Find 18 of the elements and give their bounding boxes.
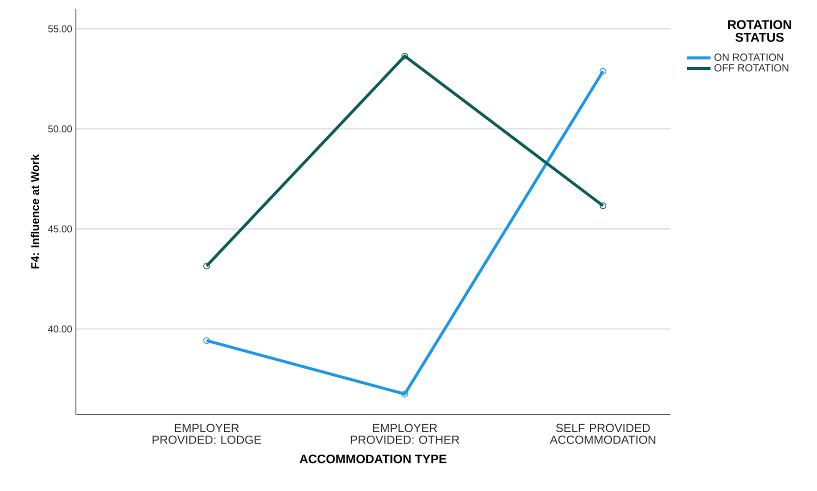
point [600, 68, 606, 75]
point [203, 262, 210, 270]
x-tick-label: EMPLOYER PROVIDED: LODGE [152, 424, 262, 444]
y-axis-title: F4: Influence at Work [30, 154, 40, 268]
y-tick-label: 45.00 [48, 225, 72, 232]
point [600, 202, 606, 209]
x-tick-label: SELF PROVIDED ACCOMMODATION [550, 424, 656, 444]
y-tick-label: 40.00 [48, 325, 72, 332]
y-tick-label: 50.00 [48, 125, 72, 132]
y-tick-label: 55.00 [48, 25, 72, 32]
point [401, 390, 408, 398]
legend-label: ON ROTATION [714, 53, 784, 61]
x-tick-label: EMPLOYER PROVIDED: OTHER [350, 424, 460, 444]
legend-title: ROTATION STATUS [728, 20, 792, 42]
legend-label: OFF ROTATION [714, 64, 788, 72]
point [401, 52, 408, 60]
point [203, 337, 210, 344]
x-axis-title: ACCOMMODATION TYPE [300, 454, 446, 464]
